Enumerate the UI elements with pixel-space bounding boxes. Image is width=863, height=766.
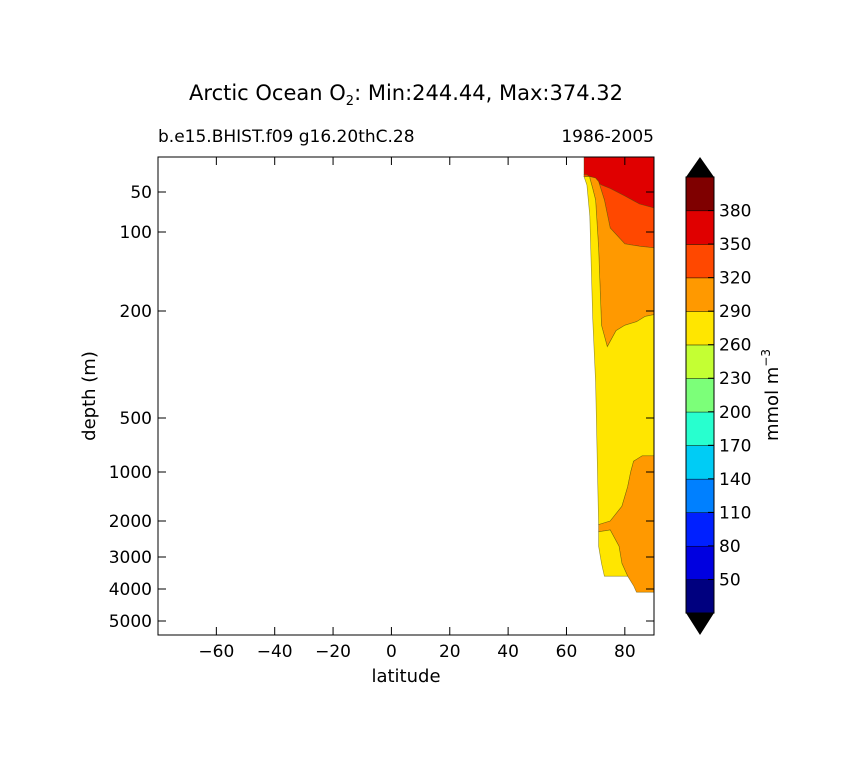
y-ticks: 50 100 200 500 1000 2000 3000 4000 5000	[109, 183, 654, 632]
colorbar-band	[685, 445, 715, 480]
plot-frame	[157, 156, 655, 636]
colorbar-tick-label: 260	[719, 336, 751, 356]
chart-title-subscript: 2	[346, 94, 354, 109]
y-tick-label: 4000	[109, 580, 152, 600]
colorbar-tick-label: 230	[719, 369, 751, 389]
colorbar-tick-label: 290	[719, 302, 751, 322]
x-tick-label: −20	[315, 642, 351, 662]
colorbar-tick-label: 110	[719, 503, 751, 523]
colorbar-label-main: mmol m	[762, 367, 783, 441]
x-ticks: −60 −40 −20 0 20 40 60 80	[198, 157, 636, 662]
x-tick-label: −40	[257, 642, 293, 662]
colorbar-band	[685, 377, 715, 413]
x-tick-label: 80	[614, 642, 636, 662]
colorbar-tick-label: 80	[719, 537, 741, 557]
colorbar-band	[685, 411, 715, 446]
chart-title: Arctic Ocean O2: Min:244.44, Max:374.32	[189, 81, 623, 109]
colorbar-extend-low	[686, 613, 714, 635]
x-axis-label: latitude	[371, 666, 440, 687]
x-tick-label: −60	[198, 642, 234, 662]
colorbar-tick-label: 50	[719, 570, 741, 590]
colorbar-tick-label: 170	[719, 436, 751, 456]
x-tick-label: 40	[497, 642, 519, 662]
colorbar-label-sup: −3	[759, 349, 773, 367]
chart-title-prefix: Arctic Ocean O	[189, 81, 346, 105]
chart-subtitle-left: b.e15.BHIST.f09 g16.20thC.28	[158, 127, 415, 147]
contour-regions	[583, 156, 655, 593]
colorbar-band	[685, 310, 715, 346]
colorbar-frame	[685, 176, 715, 614]
plot-area: −60 −40 −20 0 20 40 60 80 50 100 200 500 1000 2000 30…	[109, 156, 655, 662]
y-tick-label: 50	[130, 183, 152, 203]
colorbar-band	[685, 277, 715, 312]
y-tick-label: 500	[120, 409, 152, 429]
x-tick-label: 0	[386, 642, 397, 662]
y-tick-label: 100	[120, 223, 152, 243]
colorbar-tick-label: 140	[719, 470, 751, 490]
colorbar-tick-label: 320	[719, 269, 751, 289]
y-tick-label: 3000	[109, 548, 152, 568]
y-tick-label: 200	[120, 302, 152, 322]
plot-background	[158, 157, 654, 635]
colorbar-bands	[685, 176, 715, 614]
colorbar-band	[685, 344, 715, 379]
colorbar: 50 80 110 140 170 200 230 260 290 320 350 380 mmol …	[685, 157, 783, 635]
colorbar-band	[685, 210, 715, 245]
colorbar-tick-label: 200	[719, 403, 751, 423]
x-tick-label: 60	[556, 642, 578, 662]
colorbar-band	[685, 243, 715, 279]
chart-title-suffix: : Min:244.44, Max:374.32	[354, 81, 623, 105]
y-tick-label: 5000	[109, 612, 152, 632]
y-tick-label: 2000	[109, 512, 152, 532]
colorbar-band	[685, 176, 715, 212]
colorbar-band	[685, 478, 715, 513]
colorbar-ticks: 50 80 110 140 170 200 230 260 290 320 350 380	[708, 202, 751, 590]
colorbar-band	[685, 512, 715, 547]
colorbar-label: mmol m−3	[759, 349, 783, 441]
contour-region-bottom-edge-layer	[598, 529, 629, 577]
chart-subtitle-right: 1986-2005	[561, 127, 654, 147]
y-axis-label: depth (m)	[79, 351, 100, 441]
colorbar-band	[685, 545, 715, 581]
colorbar-tick-label: 350	[719, 235, 751, 255]
x-tick-label: 20	[439, 642, 461, 662]
colorbar-tick-label: 380	[719, 202, 751, 222]
colorbar-extend-high	[686, 157, 714, 177]
y-tick-label: 1000	[109, 463, 152, 483]
colorbar-band	[685, 579, 715, 614]
